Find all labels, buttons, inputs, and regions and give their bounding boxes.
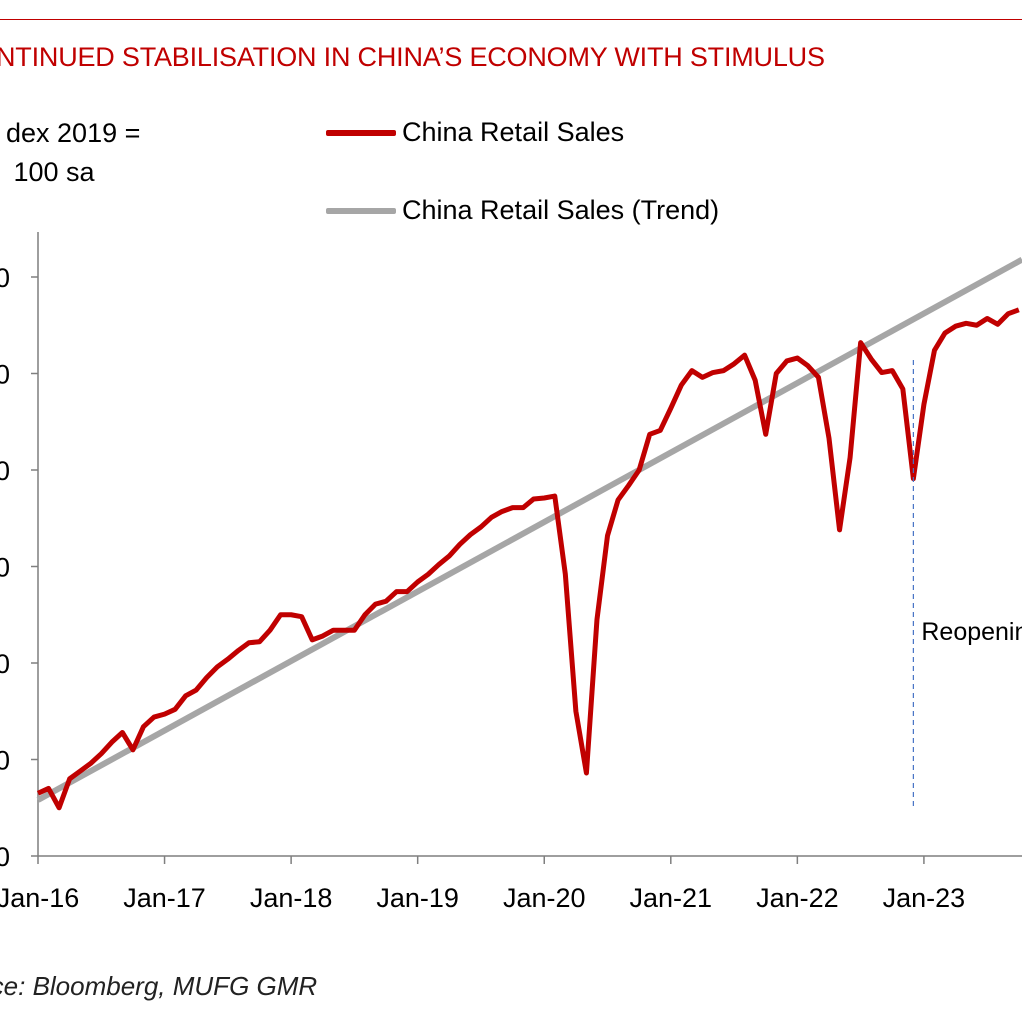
x-tick-label: Jan-22 (756, 883, 839, 913)
legend-label-trend: China Retail Sales (Trend) (402, 195, 720, 225)
y-tick-label: 0 (0, 360, 10, 390)
legend-label-actual: China Retail Sales (402, 117, 625, 147)
x-tick-label: Jan-20 (503, 883, 586, 913)
y-tick-label: 0 (0, 746, 10, 776)
y-axis-unit-label: dex 2019 = 100 sa (6, 118, 141, 187)
x-tick-label: Jan-19 (376, 883, 459, 913)
y-tick-label: 0 (0, 456, 10, 486)
x-tick-label: Jan-16 (0, 883, 79, 913)
reopening-annotation: Reopenin (921, 618, 1022, 646)
source-note: rce: Bloomberg, MUFG GMR (0, 971, 318, 1001)
legend-swatch-actual (326, 129, 396, 136)
series-line-actual (36, 307, 1020, 811)
y-tick-label: 0 (0, 263, 10, 293)
legend-swatch-trend (326, 207, 396, 214)
y-tick-label: 0 (0, 649, 10, 679)
x-tick-label: Jan-18 (250, 883, 333, 913)
x-tick-label: Jan-23 (883, 883, 966, 913)
chart-title: NTINUED STABILISATION IN CHINA’S ECONOMY… (0, 42, 825, 72)
y-tick-label: 0 (0, 842, 10, 872)
x-tick-label: Jan-21 (630, 883, 713, 913)
x-tick-label: Jan-17 (123, 883, 206, 913)
top-rule (0, 19, 1022, 20)
legend-item-trend: China Retail Sales (Trend) (326, 195, 719, 226)
y-tick-label: 0 (0, 553, 10, 583)
legend-item-actual: China Retail Sales (326, 117, 624, 148)
series-line-trend (36, 257, 1022, 803)
